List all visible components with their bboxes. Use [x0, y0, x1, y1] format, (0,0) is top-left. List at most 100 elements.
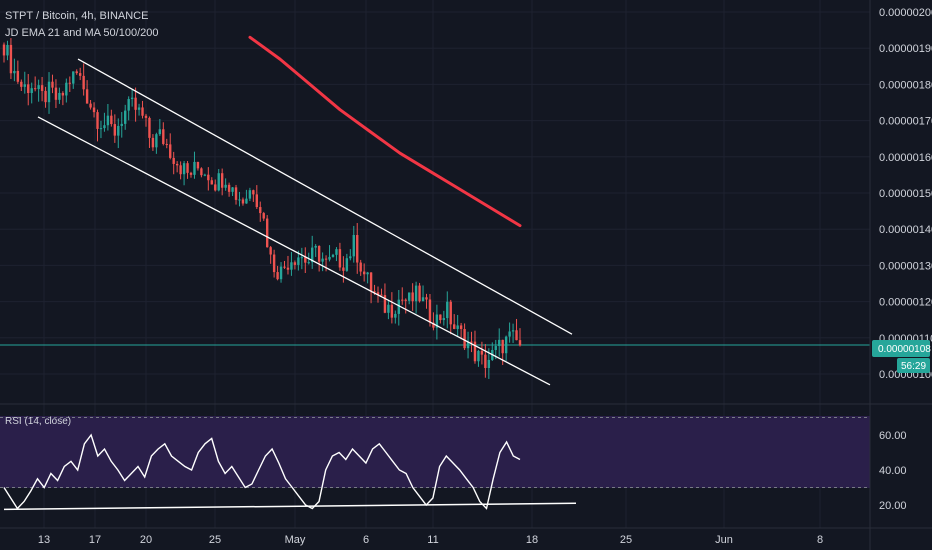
candle-body — [286, 267, 290, 270]
candle-body — [501, 339, 504, 354]
candle-body — [134, 97, 137, 110]
candle-body — [127, 99, 130, 111]
time-tick-label: 11 — [427, 534, 438, 546]
price-tick-label: 0.00000180 — [879, 79, 932, 91]
candle-body — [189, 172, 193, 175]
candle-body — [276, 272, 279, 280]
candle-body — [480, 350, 484, 355]
candle-body — [518, 340, 522, 346]
candle-body — [169, 144, 172, 158]
candle-body — [498, 339, 501, 347]
candle-body — [103, 125, 106, 129]
candle-body — [23, 84, 26, 87]
price-tick-label: 0.00000140 — [879, 224, 932, 236]
candle-body — [252, 190, 255, 195]
rsi-axis[interactable]: 20.00 40.00 60.00 — [879, 430, 907, 512]
price-tick-label: 0.00000200 — [879, 7, 932, 19]
candle-body — [459, 325, 463, 330]
candle-body — [227, 184, 231, 192]
candle-body — [335, 249, 338, 255]
candle-body — [75, 71, 78, 74]
candle-body — [110, 115, 113, 125]
rsi-support-line[interactable] — [3, 502, 577, 511]
candle-body — [401, 299, 404, 301]
ma-line — [248, 35, 522, 228]
candle-body — [338, 249, 342, 268]
candle-body — [113, 124, 117, 136]
candle-body — [390, 304, 394, 318]
time-tick-label: 25 — [620, 534, 632, 546]
candle-body — [20, 81, 23, 87]
candle-body — [89, 103, 92, 108]
rsi-legend[interactable]: RSI (14, close) — [5, 416, 71, 427]
last-price-label: 0.00000108 — [878, 344, 931, 355]
candle-body — [99, 128, 103, 130]
candle-body — [380, 294, 383, 296]
time-tick-label: 20 — [140, 534, 152, 546]
candle-body — [193, 161, 196, 175]
candle-body — [245, 198, 248, 204]
candle-body — [234, 187, 238, 200]
indicator-legend[interactable]: JD EMA 21 and MA 50/100/200 — [5, 27, 159, 39]
symbol-legend[interactable]: STPT / Bitcoin, 4h, BINANCE — [5, 10, 148, 22]
candle-body — [124, 110, 127, 124]
candle-body — [78, 73, 82, 76]
time-tick-label: 17 — [89, 534, 101, 546]
candle-body — [411, 292, 414, 302]
candle-body — [366, 272, 369, 275]
rsi-line — [3, 433, 521, 510]
time-tick-label: 8 — [817, 534, 823, 546]
rsi-tick-label: 60.00 — [879, 430, 907, 442]
candle-body — [130, 97, 134, 100]
candle-body — [397, 299, 400, 314]
candle-body — [324, 258, 328, 260]
channel-lower-line[interactable] — [37, 116, 551, 386]
candle-body — [387, 304, 390, 313]
candle-body — [9, 44, 13, 74]
candle-body — [307, 262, 310, 264]
rsi-band — [0, 416, 870, 488]
time-axis[interactable]: 13 17 20 25 May 6 11 18 25 Jun 8 — [38, 534, 823, 546]
candle-body — [224, 184, 227, 188]
candle-body — [293, 262, 297, 265]
ma-series — [248, 35, 522, 228]
candle-body — [2, 44, 6, 56]
rsi-series — [0, 417, 870, 511]
candle-body — [328, 256, 331, 260]
price-axis[interactable]: 0.000001000.000001100.000001200.00000130… — [879, 7, 932, 381]
candle-body — [331, 254, 335, 257]
candle-body — [151, 137, 155, 148]
candle-body — [179, 165, 182, 175]
price-badge-bg — [872, 340, 930, 357]
channel-upper-line[interactable] — [77, 58, 573, 335]
trendlines[interactable] — [37, 58, 573, 386]
candle-body — [33, 88, 37, 90]
price-tick-label: 0.00000190 — [879, 43, 932, 55]
candle-body — [432, 322, 435, 328]
candle-body — [30, 88, 33, 93]
price-tick-label: 0.00000130 — [879, 260, 932, 272]
candle-body — [279, 266, 283, 280]
countdown-bg — [897, 358, 930, 373]
bar-countdown: 56:29 — [901, 361, 926, 372]
candle-body — [175, 163, 179, 166]
candle-body — [442, 318, 446, 321]
candle-body — [182, 163, 186, 175]
price-tick-label: 0.00000160 — [879, 152, 932, 164]
candle-body — [463, 329, 466, 349]
candle-body — [137, 107, 141, 110]
candle-body — [51, 81, 54, 88]
candle-body — [196, 161, 200, 169]
candle-body — [96, 112, 99, 129]
candle-body — [61, 92, 65, 96]
candle-body — [231, 187, 234, 192]
candle-body — [373, 291, 376, 293]
price-tick-label: 0.00000170 — [879, 116, 932, 128]
time-tick-label: 6 — [363, 534, 369, 546]
candle-body — [394, 313, 397, 318]
candle-body — [248, 190, 252, 199]
candle-body — [300, 257, 304, 259]
candles — [2, 38, 522, 379]
candle-body — [477, 350, 480, 362]
